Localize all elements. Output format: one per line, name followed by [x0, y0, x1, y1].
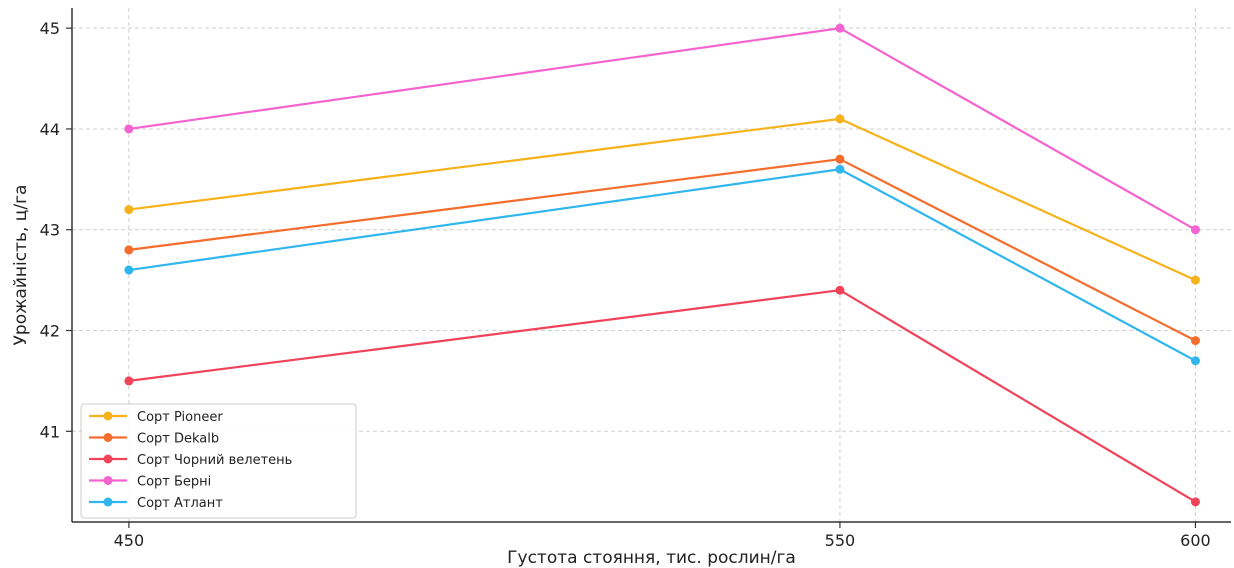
series-3	[124, 23, 1200, 235]
x-tick-label-2: 600	[1180, 531, 1211, 550]
legend-item-1: Сорт Dekalb	[89, 432, 219, 447]
axes: 41 42 43 44 45 450 550 600	[40, 8, 1231, 550]
data-point-4-2	[1190, 356, 1200, 366]
y-tick-label-2: 43	[40, 221, 60, 240]
x-tick-label-0: 450	[114, 531, 145, 550]
series-layer	[124, 23, 1200, 507]
legend-item-2: Сорт Чорний велетень	[89, 453, 292, 468]
legend-swatch-marker-2	[103, 454, 113, 464]
legend-label-1: Сорт Dekalb	[137, 432, 219, 447]
legend-swatch-marker-1	[103, 433, 113, 442]
data-point-0-1	[835, 114, 845, 124]
data-point-4-1	[835, 164, 845, 174]
y-axis-label: Урожайність, ц/га	[11, 185, 31, 346]
data-point-3-2	[1190, 225, 1200, 235]
y-tick-label-0: 41	[40, 422, 60, 441]
x-axis-label: Густота стояння, тис. рослин/га	[507, 548, 796, 568]
series-line-4	[128, 168, 1196, 362]
y-tick-label-3: 44	[40, 120, 60, 139]
data-point-1-1	[835, 154, 845, 164]
legend-swatch-marker-4	[103, 497, 113, 507]
data-point-2-0	[124, 376, 134, 386]
legend-item-4: Сорт Атлант	[89, 496, 223, 511]
series-1	[124, 154, 1200, 346]
series-4	[124, 164, 1200, 366]
data-point-2-1	[835, 285, 845, 295]
legend-item-0: Сорт Pioneer	[89, 410, 223, 425]
data-point-2-2	[1190, 497, 1200, 507]
legend-box	[80, 403, 357, 519]
x-tick-label-1: 550	[825, 531, 856, 550]
legend-label-4: Сорт Атлант	[137, 496, 223, 511]
legend-swatch-marker-3	[103, 476, 113, 485]
legend-label-3: Сорт Берні	[137, 475, 211, 490]
data-point-0-0	[124, 205, 134, 215]
data-point-4-0	[124, 265, 134, 275]
legend: Сорт Pioneer Сорт Dekalb Сорт Чорний велет…	[80, 403, 357, 519]
data-point-1-0	[124, 245, 134, 255]
legend-label-2: Сорт Чорний велетень	[137, 453, 292, 468]
series-line-0	[128, 117, 1196, 282]
legend-swatch-marker-0	[103, 411, 113, 421]
legend-label-0: Сорт Pioneer	[137, 410, 223, 425]
data-point-3-0	[124, 124, 134, 134]
data-point-0-2	[1190, 275, 1200, 285]
series-2	[124, 285, 1200, 507]
data-point-1-2	[1190, 336, 1200, 346]
legend-item-3: Сорт Берні	[89, 475, 211, 490]
y-tick-label-4: 45	[40, 19, 60, 38]
series-0	[124, 114, 1200, 285]
data-point-3-1	[835, 23, 845, 33]
y-tick-label-1: 42	[40, 322, 60, 341]
